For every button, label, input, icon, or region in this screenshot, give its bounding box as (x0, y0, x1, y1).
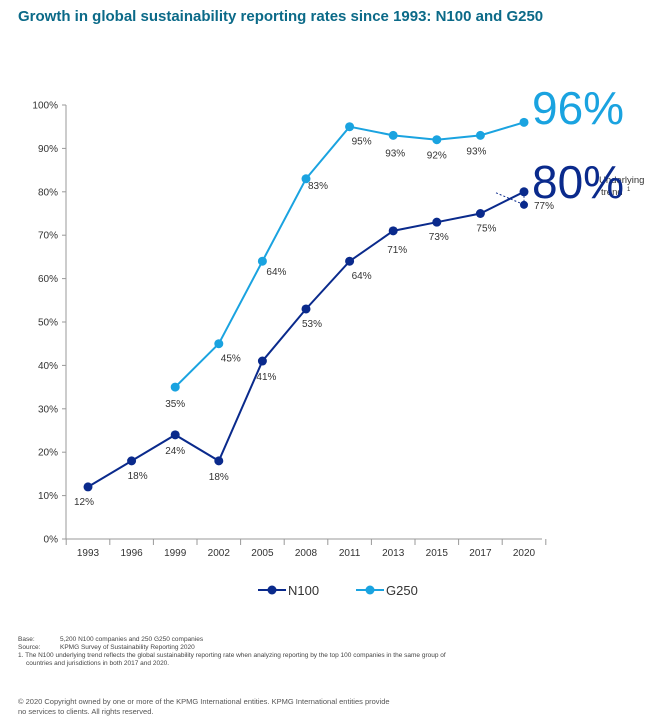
data-label-n100: 24% (165, 446, 185, 457)
data-label-n100: 53% (302, 319, 322, 330)
legend-marker-g250 (365, 585, 375, 595)
data-label-g250: 93% (466, 146, 486, 157)
data-point-n100 (432, 217, 442, 227)
copyright: © 2020 Copyright owned by one or more of… (18, 697, 578, 716)
data-label-n100: 75% (476, 224, 496, 235)
data-label-n100: 71% (387, 245, 407, 256)
series-line-g250 (174, 121, 525, 388)
x-tick-label: 2013 (382, 548, 405, 559)
data-point-g250 (519, 117, 529, 127)
copyright-line-1: © 2020 Copyright owned by one or more of… (18, 697, 390, 706)
n100-highlight: 80% (532, 156, 624, 208)
y-tick-label: 10% (38, 491, 58, 502)
data-point-g250 (475, 130, 485, 140)
data-point-n100 (83, 482, 93, 492)
data-point-g250 (345, 122, 355, 132)
g250-highlight: 96% (532, 82, 624, 134)
y-tick-label: 60% (38, 274, 58, 285)
x-tick-label: 1993 (77, 548, 100, 559)
chart-notes: Base: 5,200 N100 companies and 250 G250 c… (18, 636, 658, 668)
trend-point (520, 200, 528, 209)
data-label-n100: 18% (209, 472, 229, 483)
line-chart: 0% 10% 20% 30% 40% 50% 60% 70% 80% 90% 100% 1993 199… (32, 82, 644, 598)
trend-footnote-mark: 1 (627, 187, 631, 193)
x-tick-label: 2020 (513, 548, 536, 559)
copyright-line-2: no services to clients. All rights reser… (18, 706, 154, 716)
x-tick-label: 1999 (164, 548, 187, 559)
y-tick-label: 20% (38, 448, 58, 459)
y-tick-label: 80% (38, 187, 58, 198)
data-label-g250: 95% (352, 137, 372, 148)
data-label-g250: 35% (165, 399, 185, 410)
data-label-n100: 41% (256, 372, 276, 383)
data-point-n100 (475, 209, 485, 218)
base-text: 5,200 N100 companies and 250 G250 compan… (60, 636, 204, 643)
data-point-n100 (388, 226, 398, 236)
data-point-n100 (345, 256, 355, 266)
y-tick-label: 100% (32, 101, 58, 112)
data-point-g250 (301, 174, 311, 184)
trend-dashed-line (495, 192, 523, 205)
x-tick-label: 2011 (339, 548, 361, 559)
data-point-n100 (170, 430, 180, 440)
data-point-g250 (170, 382, 180, 392)
data-label-g250: 64% (266, 267, 286, 278)
legend-label-n100: N100 (288, 583, 319, 598)
chart-title: Growth in global sustainability reportin… (18, 8, 544, 25)
y-tick-label: 40% (38, 361, 58, 372)
y-tick-label: 90% (38, 144, 58, 155)
x-tick-label: 2008 (295, 548, 318, 559)
trend-text-line-1: Underlying (599, 175, 644, 186)
x-tick-label: 1996 (120, 548, 143, 559)
x-tick-label: 2005 (251, 548, 274, 559)
data-label-g250: 45% (221, 354, 241, 365)
base-key: Base: (18, 636, 35, 643)
data-label-n100: 73% (429, 232, 449, 243)
trend-text-line-2: trend (601, 187, 623, 198)
data-point-g250 (432, 135, 442, 145)
footnote-line-1: 1. The N100 underlying trend reflects th… (18, 652, 446, 659)
y-tick-label: 70% (38, 231, 58, 242)
data-label-n100: 18% (128, 471, 148, 482)
source-key: Source: (18, 644, 41, 651)
data-label-g250: 93% (385, 148, 405, 159)
data-point-n100 (301, 304, 311, 314)
data-point-g250 (214, 339, 224, 349)
data-point-n100 (214, 456, 224, 466)
data-point-n100 (127, 456, 137, 466)
data-label-g250: 92% (427, 151, 447, 162)
data-point-g250 (257, 256, 267, 266)
footnote-line-2: countries and jurisdictions in both 2017… (26, 660, 170, 667)
x-tick-label: 2002 (208, 548, 231, 559)
series-line-n100 (87, 190, 525, 488)
x-tick-label: 2015 (426, 548, 449, 559)
trend-label: 77% (534, 201, 554, 212)
data-point-n100 (257, 356, 267, 366)
legend-marker-n100 (267, 585, 277, 595)
x-tick-label: 2017 (469, 548, 492, 559)
source-text: KPMG Survey of Sustainability Reporting … (60, 644, 195, 651)
legend-label-g250: G250 (386, 583, 418, 598)
data-label-g250: 83% (308, 181, 328, 192)
y-tick-label: 50% (38, 318, 58, 329)
data-point-g250 (388, 130, 398, 140)
y-tick-label: 30% (38, 404, 58, 415)
data-label-n100: 12% (74, 497, 94, 508)
y-tick-label: 0% (44, 535, 59, 546)
data-label-n100: 64% (352, 271, 372, 282)
